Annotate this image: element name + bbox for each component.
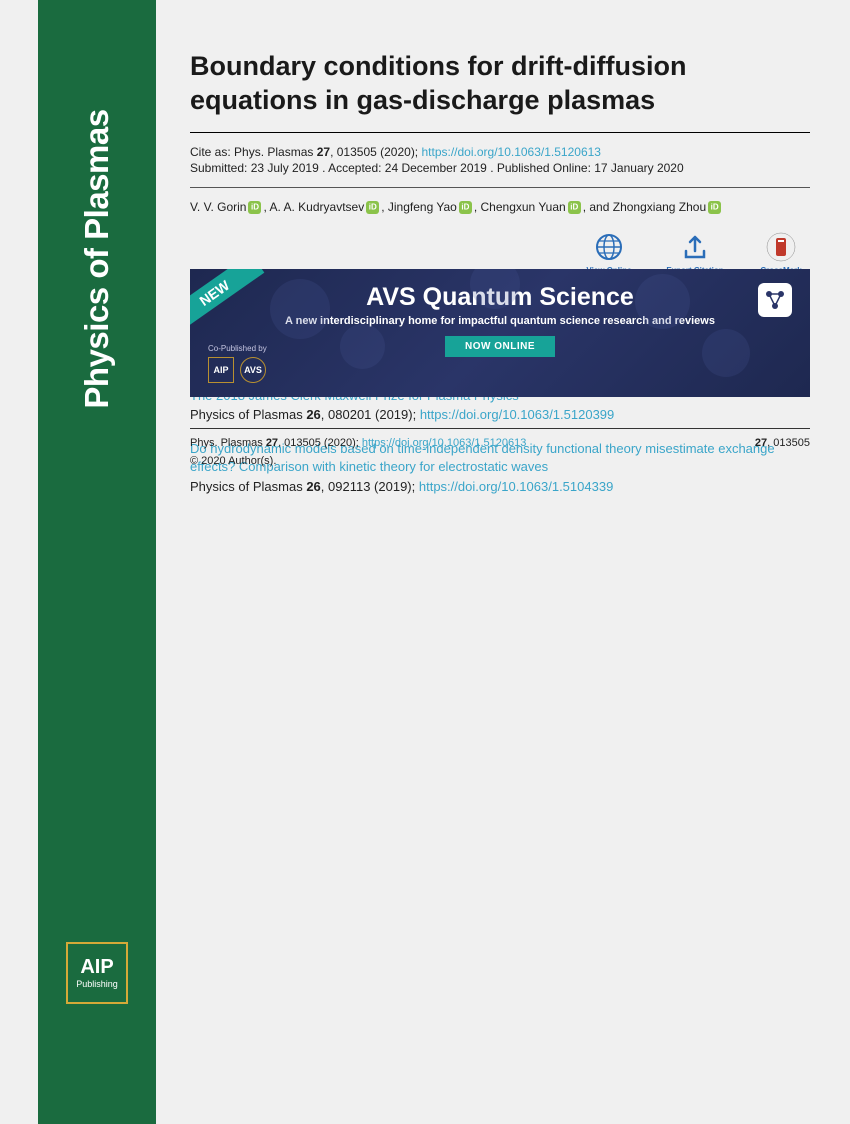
cite-rest: , 013505 (2020);	[330, 145, 421, 159]
orcid-icon[interactable]	[708, 201, 721, 214]
doi-link[interactable]: https://doi.org/10.1063/1.5120613	[421, 145, 600, 159]
cite-prefix: Cite as: Phys. Plasmas	[190, 145, 317, 159]
related-doi-link[interactable]: https://doi.org/10.1063/1.5120399	[420, 407, 614, 422]
related-doi-link[interactable]: https://doi.org/10.1063/1.5104339	[419, 479, 613, 494]
banner-copublished: Co-Published by AIP AVS	[208, 344, 267, 383]
main-content: Boundary conditions for drift-diffusion …	[190, 50, 810, 512]
copyright: © 2020 Author(s).	[190, 455, 810, 467]
promo-banner[interactable]: NEW AVS Quantum Science A new interdisci…	[190, 269, 810, 397]
avs-mini-logo: AVS	[240, 357, 266, 383]
author-name[interactable]: V. V. Gorin	[190, 200, 246, 214]
orcid-icon[interactable]	[568, 201, 581, 214]
page-footer: Phys. Plasmas 27, 013505 (2020); https:/…	[190, 428, 810, 467]
aip-mini-logo: AIP	[208, 357, 234, 383]
author-name[interactable]: Zhongxiang Zhou	[613, 200, 706, 214]
export-icon	[680, 232, 710, 262]
author-name[interactable]: Chengxun Yuan	[481, 200, 566, 214]
sidebar: Physics of Plasmas AIP Publishing	[38, 0, 156, 1124]
publication-dates: Submitted: 23 July 2019 . Accepted: 24 D…	[190, 161, 810, 175]
orcid-icon[interactable]	[459, 201, 472, 214]
molecule-icon	[758, 283, 792, 317]
divider	[190, 132, 810, 133]
aip-logo-sub: Publishing	[76, 979, 118, 989]
globe-icon	[594, 232, 624, 262]
article-title: Boundary conditions for drift-diffusion …	[190, 50, 810, 118]
divider	[190, 187, 810, 188]
copub-label: Co-Published by	[208, 344, 267, 353]
aip-publishing-logo: AIP Publishing	[66, 942, 128, 1004]
footer-page-ref: 27, 013505	[755, 437, 810, 449]
orcid-icon[interactable]	[366, 201, 379, 214]
authors-list: V. V. Gorin, A. A. Kudryavtsev, Jingfeng…	[190, 200, 810, 214]
journal-name: Physics of Plasmas	[78, 109, 116, 408]
related-citation: Physics of Plasmas 26, 092113 (2019); ht…	[190, 477, 810, 497]
orcid-icon[interactable]	[248, 201, 261, 214]
related-citation: Physics of Plasmas 26, 080201 (2019); ht…	[190, 405, 810, 425]
author-name[interactable]: A. A. Kudryavtsev	[270, 200, 365, 214]
author-name[interactable]: Jingfeng Yao	[388, 200, 457, 214]
cite-volume: 27	[317, 145, 330, 159]
footer-citation: Phys. Plasmas 27, 013505 (2020); https:/…	[190, 437, 526, 449]
crossmark-icon	[766, 232, 796, 262]
citation-block: Cite as: Phys. Plasmas 27, 013505 (2020)…	[190, 143, 810, 161]
aip-logo-text: AIP	[80, 957, 113, 977]
footer-doi-link[interactable]: https://doi.org/10.1063/1.5120613	[362, 437, 527, 449]
